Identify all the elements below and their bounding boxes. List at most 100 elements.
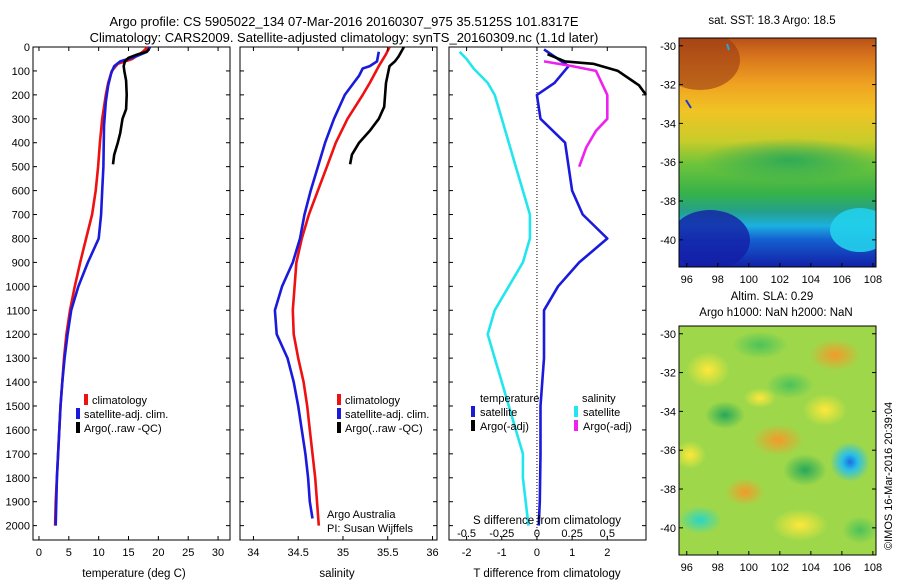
figure-subtitle: Climatology: CARS2009. Satellite-adjuste…: [90, 30, 599, 45]
series-t-satellite: [535, 48, 609, 526]
sst-map-title: sat. SST: 18.3 Argo: 18.5: [708, 15, 835, 27]
legend-label-s-satellite: satellite: [583, 407, 620, 419]
legend-title-salinity: salinity: [582, 393, 616, 405]
series-satellite-adj-clim-: [273, 51, 381, 519]
sla-map-subtitle: Argo h1000: NaN h2000: NaN: [699, 307, 852, 319]
y-tick-label: 1200: [6, 329, 30, 341]
map-x-tick-label: 98: [712, 274, 724, 286]
sst-map-frame: [678, 37, 877, 268]
x-tick-label: 0: [36, 547, 42, 559]
x-tick-label: 35: [337, 547, 349, 559]
annotation-argo-australia: Argo Australia: [327, 509, 396, 521]
series-s-satellite: [458, 50, 532, 526]
s-tick-label: 0.25: [561, 528, 582, 540]
sla-patch: [679, 506, 722, 534]
series-climatology: [53, 46, 149, 526]
sst-cyan-patch: [830, 208, 876, 252]
x-tick-label: 15: [122, 547, 134, 559]
x-tick-label: 2: [604, 547, 610, 559]
series-argo-raw-qc-: [111, 47, 151, 165]
sla-patch: [725, 478, 765, 506]
map-y-tick-label: -40: [660, 235, 676, 247]
y-tick-label: 1500: [6, 401, 30, 413]
map-y-tick-label: -30: [660, 329, 676, 341]
y-tick-label: 1900: [6, 497, 30, 509]
legend-swatch-t-argo: [471, 420, 475, 431]
temperature-axes-frame: [32, 46, 231, 541]
map-y-tick-label: -32: [660, 80, 676, 92]
map-y-tick-label: -40: [660, 523, 676, 535]
sst-blue-patch: [679, 210, 750, 267]
y-tick-label: 0: [24, 42, 30, 54]
map-x-tick-label: 104: [802, 562, 820, 574]
map-x-tick-label: 104: [802, 274, 820, 286]
legend-label-satellite: satellite-adj. clim.: [84, 409, 168, 421]
sla-patch: [705, 401, 745, 429]
y-tick-label: 1600: [6, 425, 30, 437]
sla-patch: [732, 331, 788, 359]
y-tick-label: 100: [12, 66, 30, 78]
sla-patch: [744, 388, 776, 408]
difference-axes-frame: [448, 46, 647, 541]
x-tick-label: 5: [66, 547, 72, 559]
y-tick-label: 2000: [6, 521, 30, 533]
watermark: ©IMOS 16-Mar-2016 20:39:04: [883, 402, 895, 550]
sst-speck: [726, 43, 730, 51]
legend-swatch-climatology: [84, 394, 88, 405]
legend-label-argo: Argo(..raw -QC): [345, 423, 423, 435]
salinity-panel: 34 34.5 35 35.5 36 salinity climatology sate…: [239, 46, 439, 580]
sla-patch: [772, 509, 828, 541]
legend-swatch-climatology: [337, 394, 341, 405]
sla-eddy: [830, 442, 870, 482]
temperature-legend: climatology satellite-adj. clim. Argo(..…: [76, 394, 168, 435]
legend-swatch-s-satellite: [574, 406, 578, 417]
difference-panel: -2 -1 0 1 2 -0.5 -0.25 0 0.25 0.5 S difference f…: [448, 46, 648, 580]
legend-label-t-satellite: satellite: [480, 407, 517, 419]
annotation-pi: PI: Susan Wijffels: [327, 523, 413, 535]
map-y-tick-label: -38: [660, 196, 676, 208]
sla-patch: [686, 352, 730, 388]
map-x-tick-label: 100: [740, 274, 758, 286]
map-x-tick-label: 108: [864, 562, 882, 574]
y-tick-label: 1400: [6, 377, 30, 389]
sla-patch: [842, 516, 876, 544]
series-argo-raw-qc-: [348, 46, 406, 165]
y-tick-label: 700: [12, 210, 30, 222]
legend-title-temperature: temperature: [480, 393, 539, 405]
x-tick-label: 0: [534, 547, 540, 559]
map-x-tick-label: 106: [833, 562, 851, 574]
legend-swatch-argo: [76, 422, 80, 433]
legend-label-s-argo: Argo(-adj): [583, 421, 632, 433]
temperature-panel: 0 5 10 15 20 25 30 0 100 200 300 400 500 600 700 800 90…: [6, 42, 231, 580]
map-y-tick-label: -32: [660, 368, 676, 380]
map-y-tick-label: -34: [660, 118, 676, 130]
sla-map: Altim. SLA: 0.29 Argo h1000: NaN h2000: …: [660, 291, 882, 574]
y-tick-label: 1700: [6, 449, 30, 461]
map-x-tick-label: 96: [681, 562, 693, 574]
sla-patch: [809, 339, 861, 371]
y-tick-label: 300: [12, 114, 30, 126]
series-satellite-adj-clim-: [54, 46, 152, 526]
legend-swatch-argo: [337, 422, 341, 433]
x-tick-label: -1: [497, 547, 507, 559]
map-y-tick-label: -34: [660, 406, 676, 418]
sla-patch: [679, 441, 706, 469]
map-x-tick-label: 102: [771, 562, 789, 574]
y-tick-label: 1800: [6, 473, 30, 485]
map-x-tick-label: 100: [740, 562, 758, 574]
x-tick-label: 20: [152, 547, 164, 559]
map-y-tick-label: -30: [660, 41, 676, 53]
x-tick-label: 34: [247, 547, 259, 559]
s-tick-label: -0.25: [489, 528, 514, 540]
map-y-tick-label: -36: [660, 445, 676, 457]
temperature-xlabel: temperature (deg C): [82, 568, 186, 580]
x-tick-label: 25: [182, 547, 194, 559]
x-tick-label: 36: [426, 547, 438, 559]
legend-label-climatology: climatology: [345, 395, 401, 407]
y-tick-label: 600: [12, 186, 30, 198]
figure-title: Argo profile: CS 5905022_134 07-Mar-2016…: [109, 14, 578, 29]
sla-map-frame: [678, 325, 877, 556]
sla-map-title: Altim. SLA: 0.29: [731, 291, 813, 303]
sst-warm-patch: [679, 38, 740, 90]
